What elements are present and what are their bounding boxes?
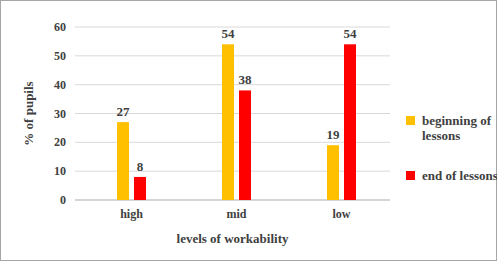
legend-line: beginning of bbox=[422, 113, 492, 128]
legend-label: beginning oflessons bbox=[422, 113, 492, 143]
data-label: 54 bbox=[222, 26, 236, 41]
legend-swatch bbox=[406, 116, 415, 125]
frame bbox=[1, 1, 497, 261]
bar bbox=[327, 145, 339, 200]
bar bbox=[117, 122, 129, 200]
data-label: 19 bbox=[327, 127, 341, 142]
y-tick-label: 30 bbox=[54, 107, 66, 121]
legend-label: end of lessons bbox=[422, 168, 497, 183]
bar bbox=[239, 90, 251, 200]
y-tick-label: 20 bbox=[54, 135, 66, 149]
y-tick-label: 60 bbox=[54, 20, 66, 34]
x-tick-label: mid bbox=[226, 207, 246, 221]
bar bbox=[134, 177, 146, 200]
y-tick-label: 50 bbox=[54, 49, 66, 63]
bar bbox=[344, 44, 356, 200]
y-tick-label: 0 bbox=[60, 193, 66, 207]
data-label: 54 bbox=[344, 26, 358, 41]
y-tick-label: 40 bbox=[54, 78, 66, 92]
chart: 0 10 20 30 40 50 60 high mid low 27 8 54 38 19 54 levels… bbox=[0, 0, 497, 261]
legend-line: lessons bbox=[422, 128, 460, 143]
data-label: 8 bbox=[137, 159, 144, 174]
data-label: 38 bbox=[239, 72, 253, 87]
x-tick-label: low bbox=[333, 207, 351, 221]
data-label: 27 bbox=[117, 104, 131, 119]
bar bbox=[222, 44, 234, 200]
y-axis-title: % of pupils bbox=[21, 81, 36, 145]
bars bbox=[117, 44, 356, 200]
x-tick-label: high bbox=[120, 207, 143, 221]
x-axis-title: levels of workability bbox=[177, 231, 289, 246]
y-tick-label: 10 bbox=[54, 164, 66, 178]
legend-swatch bbox=[406, 171, 415, 180]
legend-line: end of lessons bbox=[422, 168, 497, 183]
